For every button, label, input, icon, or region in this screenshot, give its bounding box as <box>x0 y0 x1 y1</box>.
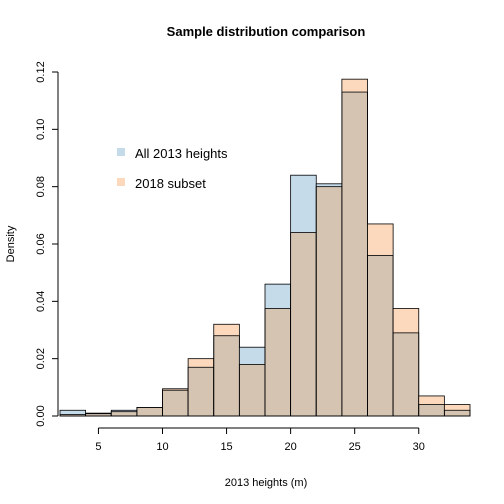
bar-overlap <box>162 390 189 416</box>
bar-excess <box>316 183 342 187</box>
bar-excess <box>162 388 189 391</box>
bar-2018-subset <box>443 404 471 417</box>
y-axis: 0.00 0.02 0.04 0.06 0.08 0.10 0.12 <box>35 61 59 427</box>
bar-overlap <box>136 407 163 416</box>
x-tick-label: 15 <box>220 441 232 453</box>
bar-overlap <box>393 332 419 416</box>
legend-swatch <box>117 148 125 156</box>
bar-excess <box>393 308 419 333</box>
x-tick-label: 25 <box>349 441 361 453</box>
bar-excess <box>188 358 214 368</box>
bar-overlap <box>316 186 342 416</box>
bar-excess <box>213 324 240 336</box>
legend: All 2013 heights 2018 subset <box>117 146 228 191</box>
legend-swatch <box>117 178 125 186</box>
legend-label: All 2013 heights <box>135 146 228 161</box>
bar-excess <box>444 404 470 411</box>
bar-excess <box>290 175 317 233</box>
x-tick-label: 5 <box>95 441 101 453</box>
bar-excess <box>239 347 265 365</box>
bars-layer <box>59 78 471 417</box>
bar-overlap <box>444 410 470 416</box>
y-tick-label: 0.12 <box>35 61 47 82</box>
bar-excess <box>341 79 368 93</box>
bar-overlap <box>290 232 317 416</box>
bar-excess <box>418 395 445 405</box>
bar-excess <box>367 223 394 256</box>
bar-overlap <box>265 308 291 416</box>
y-tick-label: 0.10 <box>35 119 47 140</box>
x-axis: 5 10 15 20 25 30 <box>95 427 425 453</box>
y-tick-label: 0.02 <box>35 348 47 369</box>
y-tick-label: 0.04 <box>35 291 47 312</box>
bar-overlap <box>85 413 112 416</box>
bar-overlap <box>60 414 86 416</box>
legend-label: 2018 subset <box>135 176 206 191</box>
bar-overlap <box>111 411 137 416</box>
y-tick-label: 0.06 <box>35 233 47 254</box>
y-tick-label: 0.00 <box>35 405 47 426</box>
bar-excess <box>111 410 137 412</box>
y-tick-label: 0.08 <box>35 176 47 197</box>
bar-overlap <box>367 255 394 416</box>
x-axis-label: 2013 heights (m) <box>225 477 308 489</box>
x-tick-label: 20 <box>285 441 297 453</box>
bar-overlap <box>188 367 214 416</box>
chart-title: Sample distribution comparison <box>167 24 366 39</box>
bar-excess <box>265 284 291 309</box>
bar-overlap <box>213 335 240 416</box>
x-tick-label: 10 <box>156 441 168 453</box>
y-axis-label: Density <box>5 225 17 262</box>
bar-overlap <box>341 92 368 417</box>
bar-overlap <box>239 364 265 416</box>
bar-overlap <box>418 404 445 416</box>
bar-excess <box>60 410 86 415</box>
x-tick-label: 30 <box>413 441 425 453</box>
bar-2018-subset <box>392 308 420 417</box>
